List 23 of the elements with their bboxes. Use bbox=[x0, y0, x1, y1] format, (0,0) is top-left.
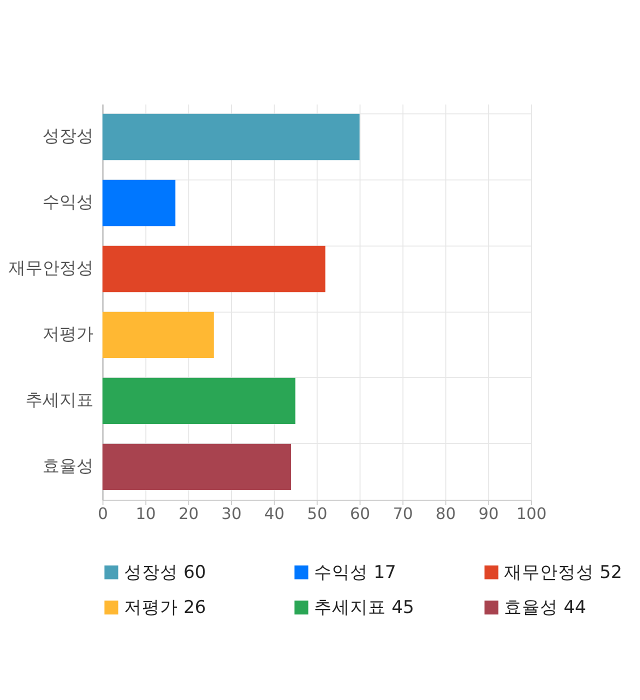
legend-label: 수익성 17 bbox=[314, 562, 396, 583]
x-tick-label: 70 bbox=[392, 504, 413, 524]
y-tick-label: 수익성 bbox=[42, 192, 94, 212]
x-tick-label: 60 bbox=[350, 504, 370, 524]
y-tick-label: 저평가 bbox=[42, 324, 94, 344]
x-tick-label: 40 bbox=[264, 504, 284, 524]
y-tick-label: 추세지표 bbox=[26, 390, 94, 410]
x-tick-label: 90 bbox=[478, 504, 499, 524]
x-tick-label: 100 bbox=[516, 504, 547, 524]
x-tick-label: 50 bbox=[307, 504, 328, 524]
y-tick-label: 효율성 bbox=[42, 456, 94, 476]
y-tick-label: 재무안정성 bbox=[8, 258, 94, 278]
legend-label: 추세지표 45 bbox=[314, 598, 414, 618]
legend-label: 효율성 44 bbox=[504, 598, 586, 618]
y-tick-label: 성장성 bbox=[42, 126, 94, 146]
x-tick-label: 30 bbox=[221, 504, 242, 524]
legend-label: 성장성 60 bbox=[124, 562, 206, 583]
legend-label: 저평가 26 bbox=[124, 598, 206, 618]
x-tick-label: 0 bbox=[98, 504, 108, 524]
x-tick-label: 80 bbox=[436, 504, 456, 524]
x-tick-label: 10 bbox=[136, 504, 156, 524]
x-tick-label: 20 bbox=[178, 504, 199, 524]
legend-label: 재무안정성 52 bbox=[504, 562, 622, 583]
